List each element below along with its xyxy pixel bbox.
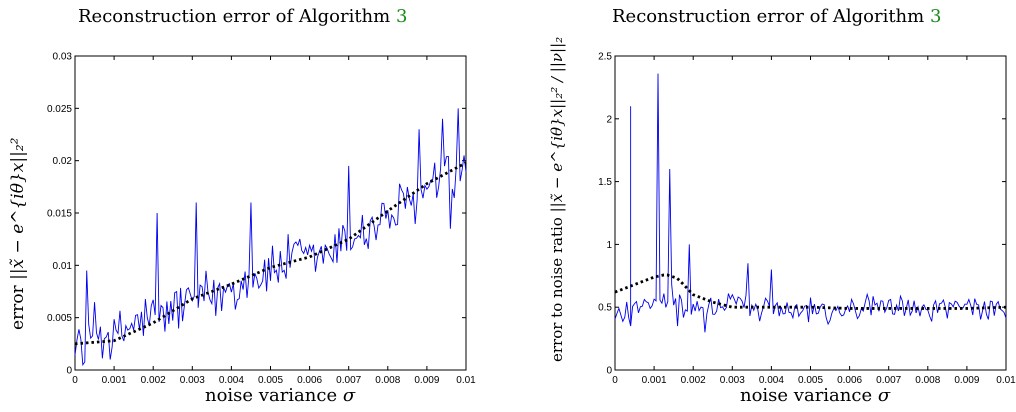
- right-ylabel-formula: ||x̃ − e^{iθ}x||₂² / ||ν||₂: [548, 36, 566, 213]
- right-x-tick-label: 0.008: [915, 375, 940, 386]
- right-y-tick-label: 2.5: [598, 52, 612, 63]
- left-y-tick-label: 0: [66, 366, 72, 377]
- right-y-tick-label: 0.5: [598, 303, 612, 314]
- right-axes-frame: [614, 55, 1007, 371]
- right-x-tick-label: 0.002: [681, 375, 706, 386]
- left-x-tick-label: 0.01: [456, 375, 476, 386]
- left-y-tick-label: 0.03: [53, 52, 73, 63]
- right-x-tick-label: 0.005: [798, 375, 823, 386]
- right-title-ref-link[interactable]: 3: [929, 6, 942, 27]
- left-y-tick-label: 0.01: [53, 261, 73, 272]
- left-title-text: Reconstruction error of Algorithm: [78, 6, 396, 27]
- left-x-tick-label: 0.009: [414, 375, 439, 386]
- right-x-tick-label: 0: [612, 375, 618, 386]
- left-y-tick-label: 0.02: [53, 156, 73, 167]
- right-x-tick-label: 0.01: [996, 375, 1016, 386]
- right-series-noisy-line: [614, 73, 1007, 333]
- right-chart-title: Reconstruction error of Algorithm 3: [612, 6, 941, 27]
- left-title-ref-link[interactable]: 3: [395, 6, 408, 27]
- right-x-tick-label: 0.001: [642, 375, 667, 386]
- left-x-tick-label: 0.003: [180, 375, 205, 386]
- left-y-tick-label: 0.025: [47, 104, 72, 115]
- right-ylabel-text: error to noise ratio: [548, 212, 566, 362]
- right-x-tick-label: 0.003: [720, 375, 745, 386]
- right-x-axis-label: noise variance σ: [740, 385, 890, 406]
- left-xlabel-text: noise variance: [205, 385, 343, 406]
- left-x-axis-label: noise variance σ: [205, 385, 355, 406]
- left-x-tick-label: 0.006: [297, 375, 322, 386]
- left-y-tick-label: 0.005: [47, 313, 72, 324]
- left-x-tick-label: 0.002: [141, 375, 166, 386]
- left-x-tick-label: 0.007: [336, 375, 361, 386]
- right-xlabel-text: noise variance: [740, 385, 878, 406]
- left-xlabel-sym: σ: [342, 385, 356, 406]
- left-x-tick-label: 0.001: [102, 375, 127, 386]
- right-y-tick-label: 2: [606, 114, 612, 125]
- right-xlabel-sym: σ: [877, 385, 891, 406]
- left-y-tick-label: 0.015: [47, 209, 72, 220]
- left-x-tick-label: 0.005: [258, 375, 283, 386]
- right-x-tick-label: 0.007: [876, 375, 901, 386]
- right-y-tick-label: 0: [606, 366, 612, 377]
- right-y-axis-label: error to noise ratio ||x̃ − e^{iθ}x||₂² …: [548, 37, 566, 362]
- left-series-trend-line: [74, 161, 467, 346]
- right-x-tick-label: 0.004: [759, 375, 784, 386]
- left-series-noisy-line: [74, 108, 467, 367]
- right-x-tick-label: 0.009: [954, 375, 979, 386]
- left-x-tick-label: 0: [72, 375, 78, 386]
- left-x-tick-label: 0.008: [375, 375, 400, 386]
- right-title-text: Reconstruction error of Algorithm: [612, 6, 930, 27]
- right-y-tick-label: 1.5: [598, 177, 612, 188]
- left-x-tick-label: 0.004: [219, 375, 244, 386]
- left-chart-title: Reconstruction error of Algorithm 3: [78, 6, 407, 27]
- right-x-tick-label: 0.006: [837, 375, 862, 386]
- right-y-tick-label: 1: [606, 240, 612, 251]
- left-chart-svg: 0 0.001 0.002 0.003 0.004 0.005 0.006 0.007 0.00…: [47, 52, 476, 387]
